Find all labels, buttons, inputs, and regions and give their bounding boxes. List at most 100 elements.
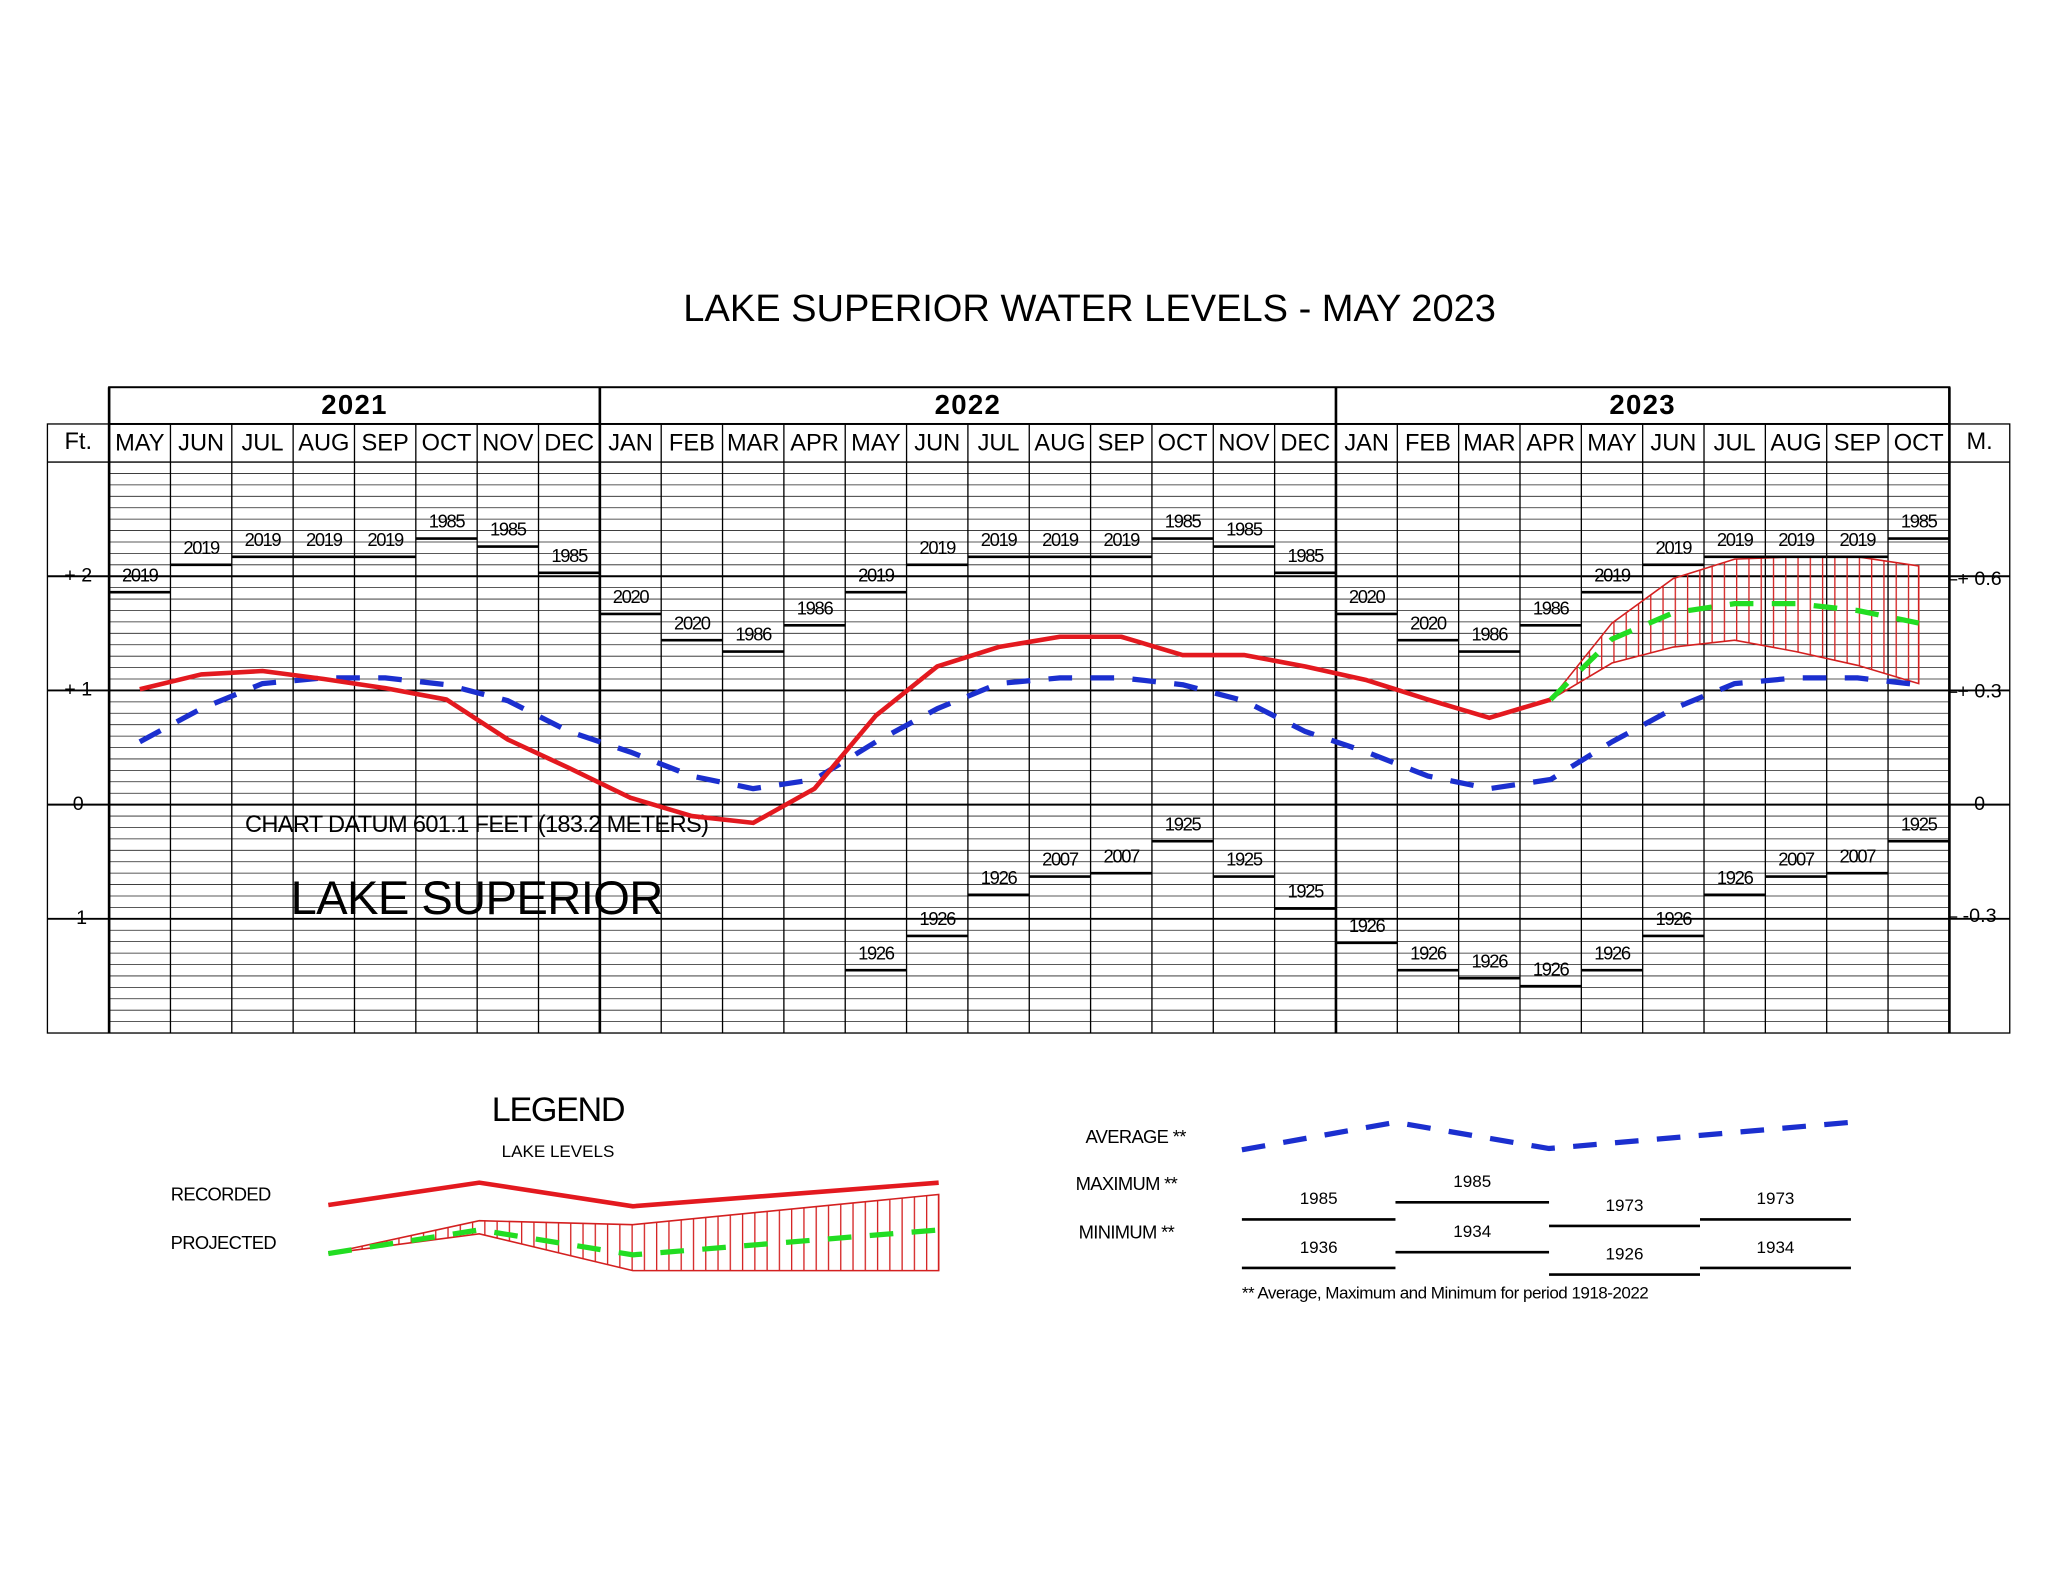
- x-tick-label: JUN: [914, 431, 960, 457]
- legend-year: 1934: [1453, 1222, 1491, 1241]
- x-tick-label: FEB: [1405, 431, 1451, 457]
- x-tick-label: JUN: [178, 431, 224, 457]
- record-year: 1985: [429, 511, 466, 532]
- record-year: 2019: [1656, 537, 1693, 558]
- record-year: 2007: [1840, 845, 1877, 866]
- legend-subtitle: LAKE LEVELS: [502, 1142, 615, 1161]
- x-tick-label: AUG: [1034, 431, 1085, 457]
- x-tick-label: SEP: [362, 431, 409, 457]
- record-year: 1926: [1656, 908, 1693, 929]
- record-year: 1926: [1410, 942, 1447, 963]
- y-tick-label: + 2: [64, 564, 92, 586]
- record-year: 2007: [1042, 849, 1079, 870]
- record-year: 1985: [1165, 511, 1202, 532]
- legend-year: 1934: [1756, 1238, 1794, 1257]
- annotation: LAKE SUPERIOR: [291, 872, 663, 925]
- record-year: 2019: [858, 564, 895, 585]
- record-year: 1925: [1287, 881, 1324, 902]
- legend-swatch: [1241, 1119, 1852, 1153]
- year-label: 2023: [1609, 389, 1676, 420]
- y-tick-label: -1: [70, 907, 88, 929]
- record-year: 2019: [1840, 529, 1877, 550]
- year-label: 2021: [321, 389, 388, 420]
- x-tick-label: SEP: [1834, 431, 1881, 457]
- record-year: 2019: [919, 537, 956, 558]
- chart-title: LAKE SUPERIOR WATER LEVELS - MAY 2023: [683, 288, 1496, 330]
- record-year: 1926: [1594, 942, 1631, 963]
- record-year: 2020: [1349, 586, 1386, 607]
- record-year: 1926: [919, 908, 956, 929]
- legend-year: 1936: [1300, 1238, 1338, 1257]
- record-year: 2007: [1778, 849, 1815, 870]
- x-tick-label: APR: [790, 431, 839, 457]
- x-tick-label: JAN: [1344, 431, 1389, 457]
- record-year: 1985: [1226, 519, 1263, 540]
- record-year: 1925: [1226, 849, 1263, 870]
- legend-year: 1973: [1606, 1196, 1644, 1215]
- record-year: 2019: [306, 529, 343, 550]
- record-year: 1926: [1533, 958, 1570, 979]
- y2-tick-label: 0: [1974, 793, 1985, 815]
- record-year: 2019: [1594, 564, 1631, 585]
- y-tick-label: 0: [73, 793, 84, 815]
- record-year: 1986: [735, 624, 772, 645]
- record-year: 1985: [1287, 545, 1324, 566]
- record-year: 1986: [1472, 624, 1509, 645]
- record-year: 1925: [1901, 813, 1938, 834]
- x-tick-label: JUL: [241, 431, 283, 457]
- y-tick-label: + 1: [64, 679, 92, 701]
- record-year: 1986: [797, 597, 834, 618]
- x-tick-label: FEB: [669, 431, 715, 457]
- x-tick-label: OCT: [1158, 431, 1208, 457]
- x-tick-label: AUG: [298, 431, 349, 457]
- record-year: 1926: [1349, 915, 1386, 936]
- record-year: 1986: [1533, 597, 1570, 618]
- record-year: 2019: [1717, 529, 1754, 550]
- record-year: 2019: [122, 564, 159, 585]
- series-line: [138, 675, 1920, 792]
- record-year: 2020: [674, 612, 711, 633]
- x-tick-label: NOV: [482, 431, 533, 457]
- record-year: 2019: [367, 529, 404, 550]
- legend-label: MINIMUM **: [1079, 1222, 1175, 1243]
- record-year: 2020: [613, 586, 650, 607]
- year-label: 2022: [935, 389, 1002, 420]
- x-tick-label: JUL: [1714, 431, 1756, 457]
- y2-tick-label: + 0.6: [1957, 568, 2001, 590]
- x-tick-label: DEC: [544, 431, 594, 457]
- record-year: 1925: [1165, 813, 1202, 834]
- x-tick-label: MAR: [727, 431, 779, 457]
- x-tick-label: NOV: [1218, 431, 1269, 457]
- series-line: [1548, 601, 1920, 702]
- x-tick-label: JUL: [978, 431, 1020, 457]
- record-year: 1985: [551, 545, 588, 566]
- x-tick-label: JUN: [1650, 431, 1696, 457]
- x-tick-label: MAY: [115, 431, 165, 457]
- legend-label: PROJECTED: [171, 1232, 277, 1253]
- legend-swatch: [327, 1227, 939, 1258]
- legend-year: 1973: [1756, 1189, 1794, 1208]
- record-year: 1985: [1901, 511, 1938, 532]
- x-tick-label: MAY: [851, 431, 901, 457]
- record-year: 1926: [981, 867, 1018, 888]
- legend-label: AVERAGE **: [1085, 1126, 1186, 1147]
- legend-title: LEGEND: [492, 1091, 624, 1129]
- x-tick-label: JAN: [608, 431, 653, 457]
- legend-swatch: [327, 1180, 939, 1209]
- record-year: 2019: [1778, 529, 1815, 550]
- record-year: 2019: [1103, 529, 1140, 550]
- record-year: 1926: [858, 942, 895, 963]
- series-line: [139, 634, 1552, 826]
- record-year: 1985: [490, 519, 527, 540]
- x-tick-label: AUG: [1770, 431, 1821, 457]
- record-year: 2019: [245, 529, 282, 550]
- record-year: 1926: [1472, 950, 1509, 971]
- y2-tick-label: + 0.3: [1957, 680, 2001, 702]
- legend-year: 1926: [1606, 1244, 1644, 1263]
- y-axis-label: Ft.: [64, 429, 92, 455]
- x-tick-label: APR: [1526, 431, 1575, 457]
- y2-tick-label: -0.3: [1963, 905, 1997, 927]
- record-year: 2019: [981, 529, 1018, 550]
- y2-axis-label: M.: [1966, 429, 1992, 455]
